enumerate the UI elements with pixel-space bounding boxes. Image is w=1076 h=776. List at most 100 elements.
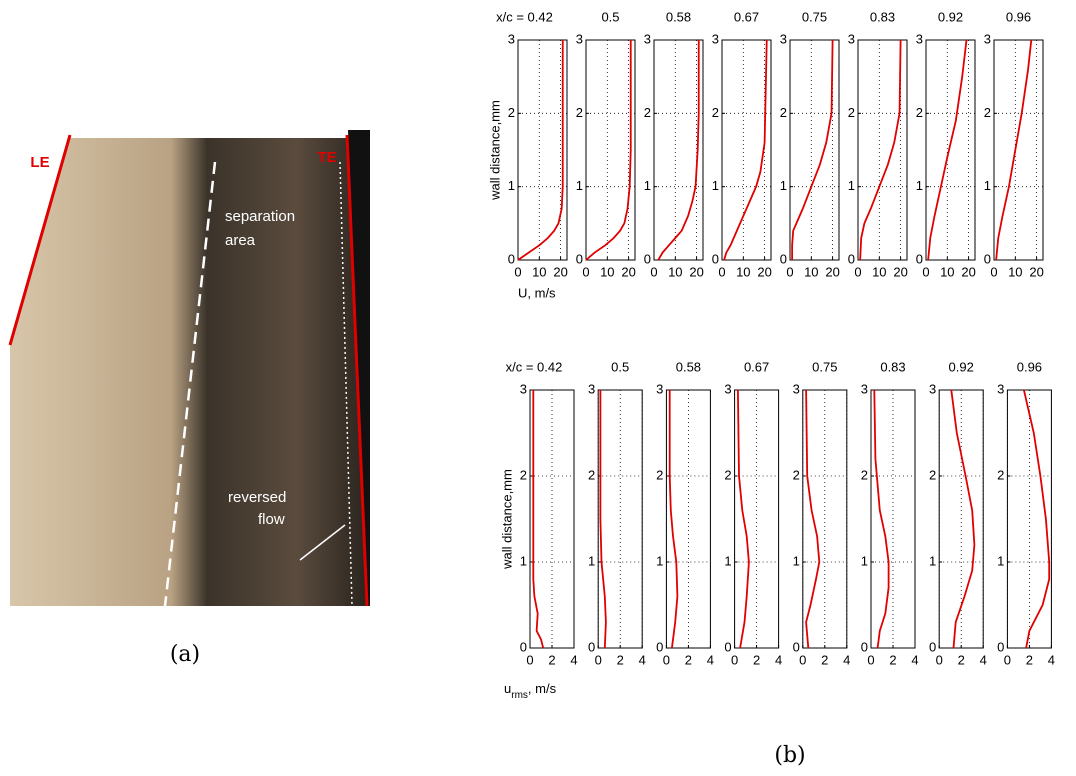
y-tick-label: 2 <box>644 105 651 120</box>
y-tick-label: 3 <box>929 381 936 396</box>
x-axis-label: urms, m/s <box>504 681 557 700</box>
plot-frame <box>653 39 704 261</box>
photo: LE TE separation area reversed flow <box>8 130 370 608</box>
y-tick-label: 0 <box>588 639 595 654</box>
te-dotted-line <box>339 161 353 607</box>
y-tick-label: 0 <box>929 639 936 654</box>
y-tick-label: 0 <box>780 251 787 266</box>
x-tick-label: 10 <box>736 264 750 279</box>
x-tick-label: 0 <box>799 652 806 667</box>
y-tick-label: 1 <box>656 553 663 568</box>
y-tick-label: 0 <box>848 251 855 266</box>
y-tick-label: 3 <box>644 31 651 46</box>
x-tick-label: 0 <box>718 264 725 279</box>
profile-line <box>668 390 679 649</box>
chart-title: 0.92 <box>938 9 963 24</box>
y-tick-label: 1 <box>508 178 515 193</box>
y-axis-label: wall distance,mm <box>499 469 514 570</box>
y-tick-label: 1 <box>929 553 936 568</box>
y-axis-label: wall distance,mm <box>487 100 502 201</box>
chart-title: 0.96 <box>1017 359 1042 374</box>
y-tick-label: 0 <box>984 251 991 266</box>
y-tick-label: 0 <box>997 639 1004 654</box>
profile-line <box>657 40 700 261</box>
subplot: 0 1 2 3 0 10 20 0.67 <box>712 9 772 279</box>
x-tick-label: 4 <box>980 652 987 667</box>
plot-frame <box>585 39 636 261</box>
te-label: TE <box>317 149 336 166</box>
reversed-label: flow <box>258 511 285 528</box>
x-tick-label: 0 <box>990 264 997 279</box>
subplot: 0 1 2 3 0 10 20 0.5 <box>576 9 636 279</box>
profile-line <box>927 39 968 261</box>
x-tick-label: 2 <box>821 652 828 667</box>
y-tick-label: 3 <box>656 381 663 396</box>
subplot: 0 1 2 3 0 10 20 0.96 <box>984 9 1044 279</box>
y-tick-label: 2 <box>984 105 991 120</box>
chart-title: 0.83 <box>870 9 895 24</box>
x-tick-label: 10 <box>600 264 614 279</box>
x-tick-label: 20 <box>621 264 635 279</box>
y-tick-label: 3 <box>724 381 731 396</box>
y-tick-label: 0 <box>644 251 651 266</box>
y-tick-label: 2 <box>916 105 923 120</box>
x-tick-label: 2 <box>548 652 555 667</box>
x-tick-label: 0 <box>936 652 943 667</box>
y-tick-label: 1 <box>793 553 800 568</box>
y-tick-label: 1 <box>848 178 855 193</box>
profile-line <box>532 390 545 649</box>
x-tick-label: 20 <box>893 264 907 279</box>
x-tick-label: 10 <box>668 264 682 279</box>
y-tick-label: 0 <box>861 639 868 654</box>
plot-frame <box>993 39 1044 261</box>
subplot: 0 1 2 3 0 10 20 0.83 <box>848 9 908 279</box>
x-tick-label: 20 <box>961 264 975 279</box>
x-axis-label: U, m/s <box>518 285 556 300</box>
plot-frame <box>517 39 568 261</box>
y-tick-label: 2 <box>576 105 583 120</box>
x-axis-label-part: u <box>504 681 511 696</box>
y-tick-label: 0 <box>508 251 515 266</box>
separation-label: separation <box>225 208 295 225</box>
y-tick-label: 2 <box>656 467 663 482</box>
subplot: 0 1 2 3 0 10 20 0.75 <box>780 9 840 279</box>
y-tick-label: 1 <box>984 178 991 193</box>
x-tick-label: 10 <box>804 264 818 279</box>
x-tick-label: 2 <box>958 652 965 667</box>
chart-title: 0.5 <box>601 9 619 24</box>
profile-line <box>873 389 890 649</box>
profile-line <box>585 40 632 261</box>
x-tick-label: 4 <box>843 652 850 667</box>
x-tick-label: 0 <box>731 652 738 667</box>
profile-line <box>859 39 902 261</box>
profile-line <box>1023 389 1051 649</box>
x-tick-label: 10 <box>1008 264 1022 279</box>
subplot: 0 1 2 3 0 10 20 x/c = 0.42 wall distance,mm U, m/… <box>487 9 567 300</box>
x-tick-label: 4 <box>775 652 782 667</box>
x-tick-label: 2 <box>1026 652 1033 667</box>
y-tick-label: 2 <box>724 467 731 482</box>
y-tick-label: 2 <box>588 467 595 482</box>
chart-title: 0.67 <box>734 9 759 24</box>
x-tick-label: 4 <box>707 652 714 667</box>
y-tick-label: 2 <box>929 467 936 482</box>
chart-title: 0.96 <box>1006 9 1031 24</box>
y-tick-label: 3 <box>576 31 583 46</box>
separation-label: area <box>225 232 256 249</box>
x-tick-label: 0 <box>595 652 602 667</box>
profile-line <box>995 39 1033 261</box>
x-tick-label: 0 <box>650 264 657 279</box>
x-tick-label: 0 <box>867 652 874 667</box>
x-tick-label: 10 <box>872 264 886 279</box>
y-tick-label: 0 <box>793 639 800 654</box>
x-tick-label: 10 <box>532 264 546 279</box>
x-tick-label: 0 <box>663 652 670 667</box>
profile-line <box>737 389 750 649</box>
arrow <box>299 524 346 561</box>
